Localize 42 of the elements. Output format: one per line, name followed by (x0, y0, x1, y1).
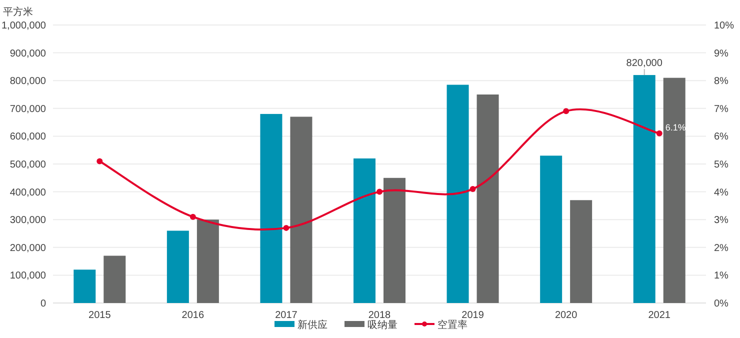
point (283, 224, 290, 231)
y2-tick-label: 3% (714, 215, 729, 226)
x-tick-label: 2017 (275, 310, 298, 321)
y-tick-label: 300,000 (10, 215, 46, 226)
x-tick-label: 2021 (648, 310, 671, 321)
data-label: 820,000 (626, 58, 663, 70)
y2-tick-label: 2% (714, 242, 729, 254)
y-tick-label: 500,000 (10, 160, 46, 170)
point (656, 130, 662, 136)
legend-label: 新供应 (298, 319, 328, 331)
y2-tick-label: 4% (714, 187, 729, 198)
point (563, 108, 570, 114)
y2-tick-label: 8% (714, 76, 729, 88)
y-tick-label: 900,000 (10, 48, 46, 60)
y2-tick-label: 7% (714, 104, 729, 115)
point (376, 188, 382, 195)
point (96, 158, 103, 164)
y-axis-title: 平方米 (3, 6, 33, 18)
y2-tick-label: 0% (714, 298, 729, 310)
y-tick-label: 700,000 (10, 104, 46, 115)
y-tick-label: 400,000 (10, 187, 46, 198)
y2-tick-label: 5% (714, 160, 729, 170)
y-tick-label: 200,000 (10, 242, 46, 254)
y-tick-label: 0 (40, 298, 46, 310)
data-label: 6.1% (665, 122, 686, 132)
y2-tick-label: 1% (714, 270, 729, 282)
x-tick-label: 2020 (554, 310, 578, 321)
y2-tick-label: 6% (714, 132, 729, 143)
y2-tick-label: 10% (714, 20, 734, 32)
point (470, 186, 476, 192)
x-tick-label: 2018 (368, 310, 392, 321)
x-tick-label: 2019 (462, 310, 484, 321)
y-tick-label: 800,000 (10, 76, 46, 88)
y2-tick-label: 9% (714, 48, 729, 60)
point (190, 214, 196, 220)
y-tick-label: 100,000 (10, 270, 46, 282)
legend-label: 吸纳量 (368, 319, 398, 331)
x-tick-label: 2015 (88, 310, 112, 321)
y-tick-label: 1,000,000 (2, 20, 46, 32)
legend-label: 空置率 (438, 319, 468, 331)
x-tick-label: 2016 (182, 310, 204, 321)
y-tick-label: 600,000 (10, 132, 46, 143)
